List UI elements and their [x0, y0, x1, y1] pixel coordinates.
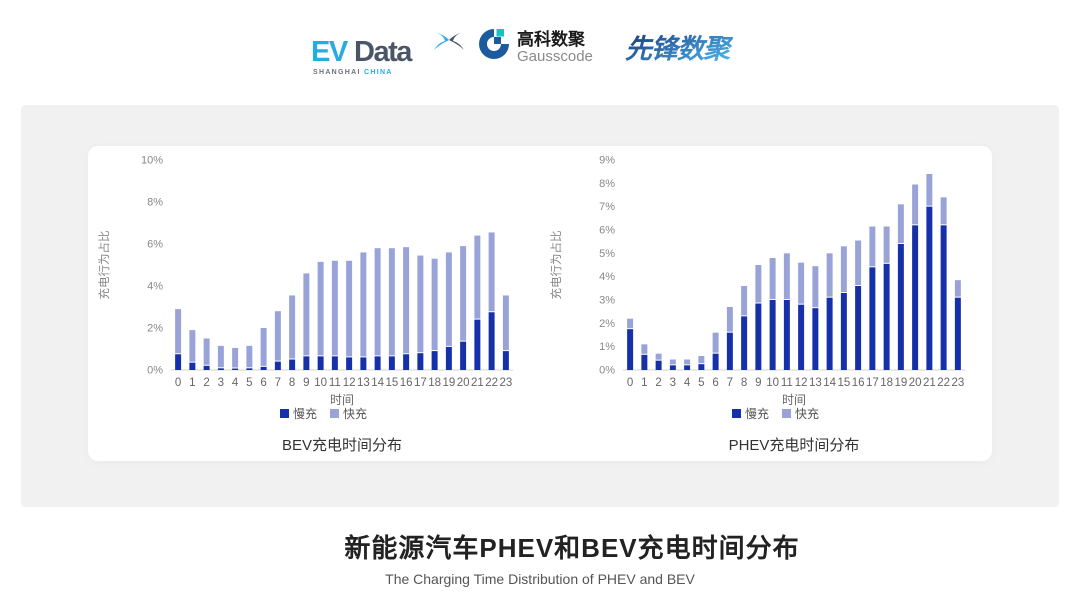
svg-text:6: 6 [712, 377, 718, 389]
svg-text:19: 19 [442, 377, 455, 389]
svg-text:11: 11 [781, 377, 793, 389]
svg-text:18: 18 [880, 377, 893, 389]
svg-text:时间: 时间 [782, 393, 806, 407]
svg-text:7: 7 [727, 377, 733, 389]
svg-text:8%: 8% [599, 178, 615, 190]
svg-text:4: 4 [232, 377, 239, 389]
svg-text:17: 17 [414, 377, 427, 389]
svg-text:19: 19 [894, 377, 907, 389]
svg-text:Data: Data [354, 36, 413, 68]
svg-text:0%: 0% [147, 365, 163, 377]
svg-text:5: 5 [246, 377, 252, 389]
svg-text:2%: 2% [599, 318, 615, 330]
svg-text:16: 16 [400, 377, 413, 389]
svg-text:5%: 5% [599, 248, 615, 260]
svg-text:13: 13 [809, 377, 822, 389]
svg-text:0%: 0% [599, 365, 615, 377]
svg-text:Gausscode: Gausscode [517, 48, 593, 65]
svg-text:6%: 6% [147, 239, 163, 251]
svg-text:EV: EV [311, 36, 349, 68]
svg-text:17: 17 [866, 377, 879, 389]
svg-text:SHANGHAI CHINA: SHANGHAI CHINA [313, 69, 393, 76]
svg-text:0: 0 [627, 377, 633, 389]
svg-text:高科数聚: 高科数聚 [517, 29, 586, 49]
svg-text:22: 22 [937, 377, 950, 389]
svg-text:4%: 4% [599, 271, 615, 283]
svg-text:21: 21 [471, 377, 484, 389]
svg-text:2%: 2% [147, 323, 163, 335]
svg-text:12: 12 [795, 377, 808, 389]
svg-text:13: 13 [357, 377, 370, 389]
svg-text:22: 22 [485, 377, 498, 389]
svg-text:15: 15 [837, 377, 850, 389]
svg-text:11: 11 [329, 377, 341, 389]
svg-text:16: 16 [852, 377, 865, 389]
svg-text:充电行为占比: 充电行为占比 [97, 231, 111, 300]
svg-text:BEV充电时间分布: BEV充电时间分布 [282, 437, 402, 454]
svg-text:慢充: 慢充 [293, 406, 317, 421]
svg-text:18: 18 [428, 377, 441, 389]
svg-text:6: 6 [260, 377, 266, 389]
svg-text:12: 12 [343, 377, 356, 389]
svg-text:7: 7 [275, 377, 281, 389]
svg-text:23: 23 [951, 377, 964, 389]
svg-text:8%: 8% [147, 197, 163, 209]
svg-text:慢充: 慢充 [745, 406, 769, 421]
svg-text:1: 1 [641, 377, 647, 389]
svg-text:14: 14 [371, 377, 384, 389]
svg-text:20: 20 [909, 377, 922, 389]
svg-text:10%: 10% [141, 155, 163, 167]
svg-text:23: 23 [499, 377, 512, 389]
svg-text:9: 9 [755, 377, 761, 389]
svg-text:快充: 快充 [343, 406, 367, 421]
svg-text:5: 5 [698, 377, 704, 389]
svg-text:10: 10 [766, 377, 779, 389]
svg-text:8: 8 [741, 377, 747, 389]
svg-text:3: 3 [218, 377, 224, 389]
svg-text:3%: 3% [599, 295, 615, 307]
svg-text:2: 2 [203, 377, 209, 389]
svg-text:3: 3 [670, 377, 676, 389]
svg-text:21: 21 [923, 377, 936, 389]
svg-text:先锋数聚: 先锋数聚 [625, 34, 734, 64]
svg-text:时间: 时间 [330, 393, 354, 407]
svg-text:0: 0 [175, 377, 181, 389]
svg-text:10: 10 [314, 377, 327, 389]
svg-text:14: 14 [823, 377, 836, 389]
svg-text:20: 20 [457, 377, 470, 389]
svg-text:1: 1 [189, 377, 195, 389]
svg-text:充电行为占比: 充电行为占比 [549, 231, 563, 300]
svg-text:PHEV充电时间分布: PHEV充电时间分布 [729, 437, 860, 454]
svg-text:8: 8 [289, 377, 295, 389]
svg-text:9%: 9% [599, 155, 615, 167]
svg-text:4: 4 [684, 377, 691, 389]
svg-text:9: 9 [303, 377, 309, 389]
svg-text:快充: 快充 [795, 406, 819, 421]
svg-text:4%: 4% [147, 281, 163, 293]
svg-text:6%: 6% [599, 225, 615, 237]
svg-text:15: 15 [385, 377, 398, 389]
svg-text:7%: 7% [599, 201, 615, 213]
svg-text:1%: 1% [599, 341, 615, 353]
svg-text:2: 2 [655, 377, 661, 389]
